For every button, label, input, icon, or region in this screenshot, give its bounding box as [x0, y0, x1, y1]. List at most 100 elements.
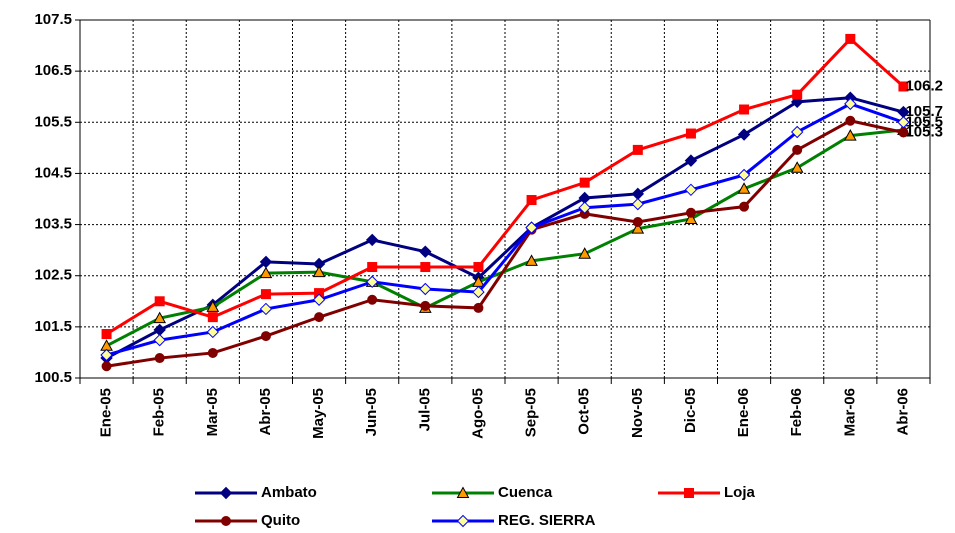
marker	[843, 129, 857, 141]
marker	[260, 289, 271, 300]
marker	[207, 312, 218, 323]
marker	[206, 300, 220, 312]
x-tick-label: Ago-05	[469, 388, 486, 439]
marker	[526, 195, 537, 206]
marker	[473, 302, 484, 313]
x-tick-label: Oct-05	[576, 388, 593, 435]
legend-label: REG. SIERRA	[498, 512, 596, 529]
marker	[312, 265, 326, 278]
plot-area	[80, 20, 930, 378]
marker	[153, 333, 166, 347]
x-tick-label: Abr-06	[894, 388, 911, 436]
marker	[684, 212, 698, 224]
x-tick-label: May-05	[310, 388, 327, 439]
x-tick-label: Sep-05	[523, 388, 540, 437]
marker	[153, 311, 167, 324]
marker	[154, 296, 165, 307]
marker	[737, 182, 751, 194]
marker	[792, 144, 803, 155]
marker	[844, 97, 857, 111]
legend-label: Cuenca	[498, 484, 553, 501]
marker	[420, 262, 431, 273]
x-tick-label: Ene-05	[98, 388, 115, 437]
marker	[845, 115, 856, 126]
marker	[525, 221, 538, 234]
marker	[684, 183, 698, 197]
legend-label: Ambato	[261, 484, 317, 501]
marker	[790, 161, 804, 173]
x-tick-label: Dic-05	[682, 388, 699, 433]
x-tick-label: Abr-05	[257, 388, 274, 436]
marker	[154, 353, 165, 364]
series-line	[106, 119, 904, 368]
series-line	[106, 102, 904, 357]
marker	[685, 128, 696, 139]
marker	[632, 144, 643, 155]
marker	[579, 177, 590, 188]
marker	[790, 125, 804, 139]
marker	[631, 222, 645, 234]
marker	[419, 282, 432, 296]
y-tick-label: 107.5	[34, 11, 72, 28]
marker	[632, 217, 643, 228]
x-tick-label: Mar-06	[841, 388, 858, 436]
marker	[898, 81, 909, 92]
marker	[472, 285, 485, 299]
marker	[420, 300, 431, 311]
legend-label: Quito	[261, 512, 300, 529]
x-tick-label: Feb-05	[151, 388, 168, 436]
y-tick-label: 105.5	[34, 113, 72, 130]
x-tick-label: Ene-06	[735, 388, 752, 437]
data-label: 105.7	[905, 103, 943, 120]
marker	[259, 302, 273, 316]
y-tick-label: 104.5	[34, 164, 72, 181]
marker	[101, 329, 112, 340]
marker	[206, 325, 220, 339]
legend-label: Loja	[724, 484, 755, 501]
x-tick-label: Nov-05	[629, 388, 646, 438]
marker	[473, 262, 484, 273]
marker	[578, 247, 592, 259]
marker	[739, 104, 750, 115]
marker	[845, 33, 856, 44]
data-label: 105.5	[905, 113, 943, 130]
y-tick-label: 103.5	[34, 216, 72, 233]
marker	[897, 116, 910, 129]
x-tick-label: Mar-05	[204, 388, 221, 436]
marker	[419, 245, 432, 258]
marker	[367, 294, 378, 305]
marker	[101, 361, 112, 372]
marker	[260, 331, 271, 342]
marker	[684, 488, 694, 498]
marker	[221, 516, 231, 526]
marker	[100, 348, 113, 362]
x-tick-label: Jun-05	[363, 388, 380, 436]
marker	[314, 312, 325, 323]
marker	[456, 486, 470, 498]
x-tick-label: Jul-05	[416, 388, 433, 431]
marker	[456, 514, 470, 528]
marker	[685, 207, 696, 218]
marker	[737, 128, 751, 141]
data-label: 105.3	[905, 123, 943, 140]
marker	[737, 168, 751, 182]
series-line	[105, 36, 905, 336]
marker	[792, 89, 803, 100]
marker	[367, 262, 378, 273]
data-label: 106.2	[905, 77, 943, 94]
marker	[207, 347, 218, 358]
marker	[684, 154, 698, 167]
y-tick-label: 100.5	[34, 369, 72, 386]
marker	[219, 486, 233, 500]
series-line	[105, 96, 904, 360]
marker	[365, 233, 379, 247]
marker	[631, 197, 645, 211]
marker	[525, 254, 538, 266]
marker	[365, 275, 379, 289]
marker	[578, 201, 591, 214]
y-tick-label: 106.5	[34, 62, 72, 79]
y-tick-label: 102.5	[34, 267, 72, 284]
marker	[259, 266, 273, 279]
x-tick-label: Feb-06	[788, 388, 805, 436]
